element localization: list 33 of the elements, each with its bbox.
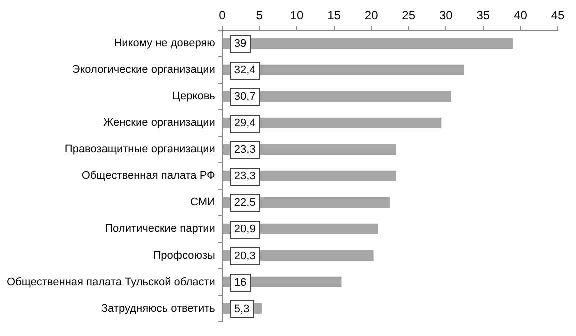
data-label: 39: [234, 38, 247, 50]
y-tick-label: Общественная палата Тульской области: [7, 276, 216, 288]
x-tick-label: 40: [514, 8, 528, 23]
x-tick-label: 15: [328, 8, 342, 23]
x-tick-label: 45: [551, 8, 565, 23]
x-tick-label: 0: [219, 8, 226, 23]
y-tick-label: Затрудняюсь ответить: [101, 302, 216, 315]
y-tick-label: Профсоюзы: [153, 250, 216, 262]
data-label: 16: [234, 276, 247, 289]
data-label: 20,3: [234, 250, 256, 262]
bar: [222, 38, 514, 49]
x-tick-label: 10: [290, 8, 304, 23]
data-label: 22,5: [234, 197, 256, 210]
y-tick-label: СМИ: [190, 196, 216, 209]
y-tick-label: Женские организации: [103, 117, 216, 130]
y-tick-label: Политические партии: [105, 223, 216, 236]
y-tick-label: Правозащитные организации: [64, 144, 216, 156]
data-label: 20,9: [234, 224, 256, 236]
x-tick-label: 30: [439, 8, 454, 23]
data-label: 23,3: [234, 170, 256, 183]
data-label: 29,4: [234, 118, 256, 130]
y-tick-label: Никому не доверяю: [114, 38, 216, 50]
x-tick-label: 25: [402, 8, 416, 23]
y-tick-label: Церковь: [172, 90, 216, 103]
data-label: 30,7: [234, 91, 256, 104]
x-tick-label: 20: [364, 8, 379, 23]
x-tick-label: 35: [476, 8, 490, 23]
data-label: 23,3: [234, 144, 256, 156]
data-label: 5,3: [234, 303, 250, 316]
y-tick-label: Общественная палата РФ: [82, 170, 216, 182]
data-label: 32,4: [234, 64, 256, 77]
y-tick-label: Экологические организации: [72, 64, 216, 76]
x-tick-label: 5: [256, 8, 264, 23]
